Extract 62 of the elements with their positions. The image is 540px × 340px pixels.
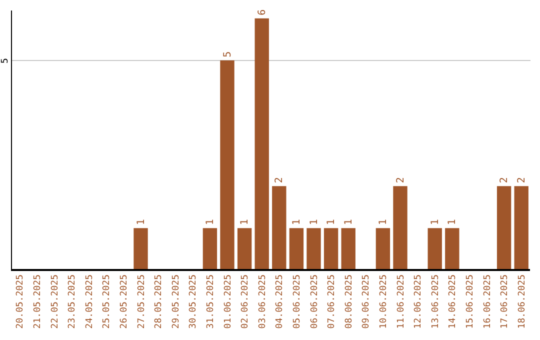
x-tick-label: 14.06.2025 (448, 274, 458, 329)
x-tick-label: 16.06.2025 (482, 274, 493, 329)
bar (220, 60, 234, 270)
data-label: 1 (378, 219, 389, 226)
x-tick-label: 25.05.2025 (102, 274, 112, 329)
data-label: 2 (274, 177, 286, 184)
data-label: 1 (430, 219, 441, 226)
x-tick-label: 18.06.2025 (517, 274, 528, 329)
bar (134, 228, 148, 270)
bar (324, 228, 338, 270)
data-label: 6 (256, 9, 268, 16)
x-tick-label: 07.06.2025 (327, 274, 338, 329)
bar (202, 228, 218, 270)
data-label: 2 (499, 177, 510, 184)
data-label: 1 (343, 219, 354, 226)
bar (237, 228, 252, 270)
x-tick-label: 04.06.2025 (275, 274, 286, 329)
x-tick-label: 06.06.2025 (310, 274, 320, 329)
x-tick-label: 17.06.2025 (500, 274, 510, 329)
x-tick-label: 15.06.2025 (465, 274, 476, 329)
bar (254, 18, 269, 270)
data-label: 1 (240, 219, 251, 226)
data-label: 2 (395, 177, 406, 184)
x-tick-label: 26.05.2025 (119, 274, 130, 329)
x-tick-label: 01.06.2025 (223, 274, 234, 329)
x-tick-label: 13.06.2025 (430, 274, 441, 329)
x-tick-label: 10.06.2025 (378, 274, 389, 329)
bar (514, 186, 528, 270)
x-tick-label: 29.05.2025 (171, 274, 182, 329)
data-label: 2 (516, 177, 528, 184)
x-tick-label: 21.05.2025 (32, 274, 43, 329)
x-tick-label: 27.05.2025 (136, 274, 147, 329)
bar (496, 186, 512, 270)
x-tick-label: 11.06.2025 (396, 274, 406, 329)
bar (289, 228, 304, 270)
bar (428, 228, 442, 270)
bar (341, 228, 356, 270)
x-tick-label: 30.05.2025 (188, 274, 199, 329)
x-tick-label: 02.06.2025 (240, 274, 251, 329)
bar (272, 186, 286, 270)
bar (306, 228, 321, 270)
x-tick-label: 03.06.2025 (258, 274, 268, 329)
x-tick-label: 12.06.2025 (414, 274, 424, 329)
x-tick-label: 23.05.2025 (68, 274, 78, 329)
x-tick-label: 08.06.2025 (344, 274, 354, 329)
bar (376, 228, 390, 270)
x-tick-label: 28.05.2025 (154, 274, 164, 329)
data-label: 1 (291, 219, 302, 226)
data-label: 5 (222, 51, 234, 58)
x-tick-label: 05.06.2025 (292, 274, 302, 329)
data-label: 1 (136, 219, 147, 226)
x-tick-label: 20.05.2025 (16, 274, 26, 329)
x-tick-label: 09.06.2025 (362, 274, 372, 329)
x-tick-label: 22.05.2025 (50, 274, 60, 329)
x-tick-label: 31.05.2025 (206, 274, 216, 329)
data-label: 1 (326, 219, 338, 226)
bar (445, 228, 460, 270)
bar (393, 186, 408, 270)
data-label: 1 (447, 219, 458, 226)
data-label: 1 (308, 219, 320, 226)
x-tick-label: 24.05.2025 (84, 274, 95, 329)
data-label: 1 (204, 219, 216, 226)
